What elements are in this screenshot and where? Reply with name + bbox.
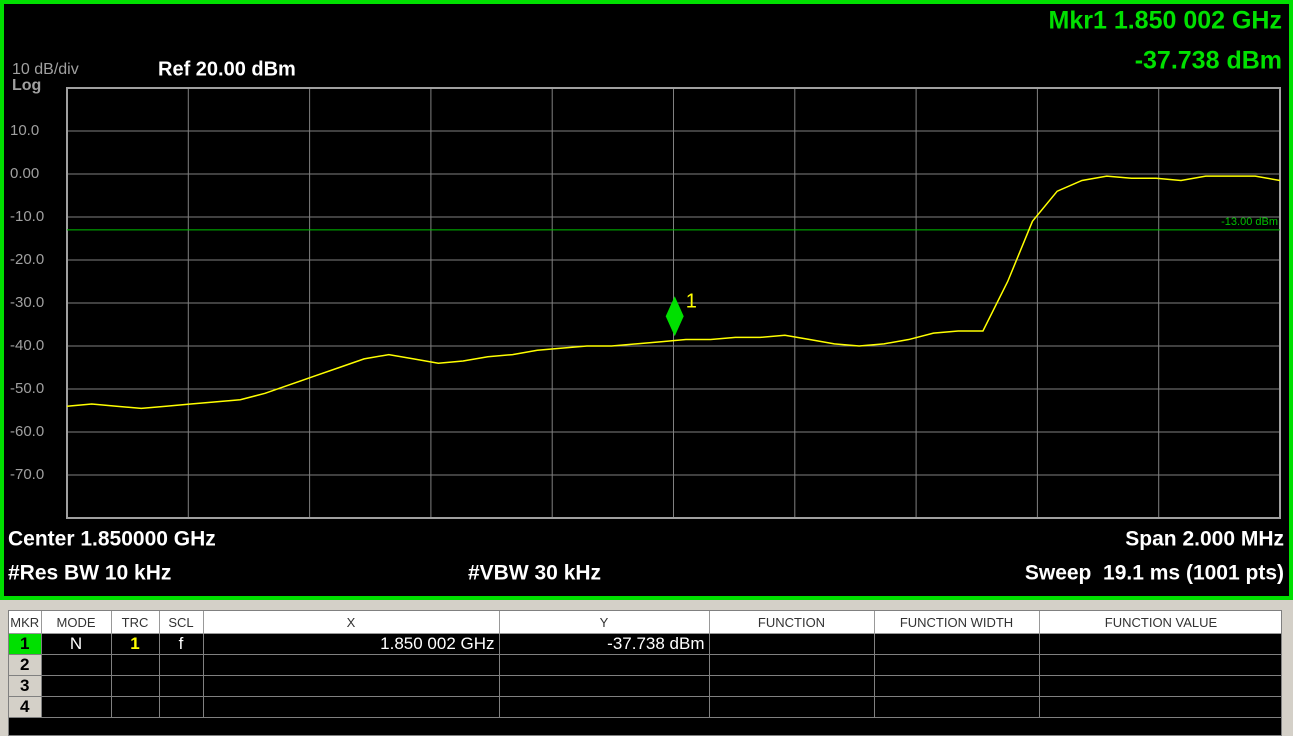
cell: 4 xyxy=(9,696,42,718)
marker-row: 4 xyxy=(9,696,1281,718)
y-tick-label: -60.0 xyxy=(10,423,44,440)
analyzer-screen: 10 dB/div Log Ref 20.00 dBm Mkr1 1.850 0… xyxy=(0,0,1293,600)
marker-frequency: Mkr1 1.850 002 GHz xyxy=(1049,7,1282,35)
y-tick-label: 0.00 xyxy=(10,165,39,182)
y-tick-label: -40.0 xyxy=(10,337,44,354)
cell xyxy=(159,696,204,718)
cell: 1 xyxy=(9,633,42,655)
cell xyxy=(1039,633,1281,655)
marker xyxy=(665,296,684,337)
cell xyxy=(499,696,710,718)
marker-row: 3 xyxy=(9,675,1281,697)
cell xyxy=(203,654,500,676)
y-tick-label: -20.0 xyxy=(10,251,44,268)
y-tick-label: -50.0 xyxy=(10,380,44,397)
y-tick-label: 10.0 xyxy=(10,122,39,139)
cell xyxy=(709,633,875,655)
cell xyxy=(709,675,875,697)
marker-label: 1 xyxy=(686,291,697,313)
column-header: FUNCTION VALUE xyxy=(1039,611,1281,634)
cell xyxy=(1039,696,1281,718)
cell xyxy=(709,696,875,718)
cell xyxy=(1039,654,1281,676)
trace xyxy=(66,175,1281,410)
y-tick-label: -70.0 xyxy=(10,466,44,483)
cell xyxy=(709,654,875,676)
scale-label: 10 dB/div xyxy=(12,61,79,78)
cell xyxy=(41,675,112,697)
marker-amplitude: -37.738 dBm xyxy=(1135,47,1282,75)
column-header: FUNCTION xyxy=(709,611,875,634)
cell: -37.738 dBm xyxy=(499,633,710,655)
limit-line-label: -13.00 dBm xyxy=(1221,216,1278,228)
cell xyxy=(159,654,204,676)
cell: N xyxy=(41,633,112,655)
res-bw: #Res BW 10 kHz xyxy=(8,562,171,585)
cell xyxy=(499,675,710,697)
plot-frame xyxy=(66,87,1281,519)
column-header: TRC xyxy=(111,611,160,634)
marker-table: MKR MODE TRC SCL X Y FUNCTION FUNCTION WIDTH FUN… xyxy=(9,611,1281,718)
scale-type: Log xyxy=(12,77,41,94)
table-header: MKR MODE TRC SCL X Y FUNCTION FUNCTION WIDTH FUN… xyxy=(9,611,1281,634)
cell xyxy=(874,633,1040,655)
center-frequency: Center 1.850000 GHz xyxy=(8,528,216,551)
cell: 2 xyxy=(9,654,42,676)
cell: 3 xyxy=(9,675,42,697)
cell xyxy=(1039,675,1281,697)
vbw: #VBW 30 kHz xyxy=(468,562,601,585)
span: Span 2.000 MHz xyxy=(1125,528,1284,551)
screen-frame xyxy=(0,0,1293,600)
y-tick-label: -10.0 xyxy=(10,208,44,225)
cell xyxy=(111,696,160,718)
column-header: X xyxy=(203,611,500,634)
cell xyxy=(111,675,160,697)
cell xyxy=(41,696,112,718)
cell: f xyxy=(159,633,204,655)
y-tick-label: -30.0 xyxy=(10,294,44,311)
marker-table-panel: MKR MODE TRC SCL X Y FUNCTION FUNCTION WIDTH FUN… xyxy=(8,610,1282,736)
column-header: Y xyxy=(499,611,710,634)
cell xyxy=(874,696,1040,718)
cell xyxy=(499,654,710,676)
ref-level: Ref 20.00 dBm xyxy=(158,58,296,80)
cell xyxy=(874,654,1040,676)
column-header: MODE xyxy=(41,611,112,634)
sweep: Sweep 19.1 ms (1001 pts) xyxy=(1025,562,1284,585)
column-header: FUNCTION WIDTH xyxy=(874,611,1040,634)
cell: 1.850 002 GHz xyxy=(203,633,500,655)
cell xyxy=(41,654,112,676)
column-header: MKR xyxy=(9,611,42,634)
column-header: SCL xyxy=(159,611,204,634)
cell: 1 xyxy=(111,633,160,655)
marker-row: 2 xyxy=(9,654,1281,676)
cell xyxy=(203,696,500,718)
cell xyxy=(203,675,500,697)
marker-row: 1 N 1 f 1.850 002 GHz -37.738 dBm xyxy=(9,633,1281,655)
cell xyxy=(159,675,204,697)
cell xyxy=(874,675,1040,697)
cell xyxy=(111,654,160,676)
